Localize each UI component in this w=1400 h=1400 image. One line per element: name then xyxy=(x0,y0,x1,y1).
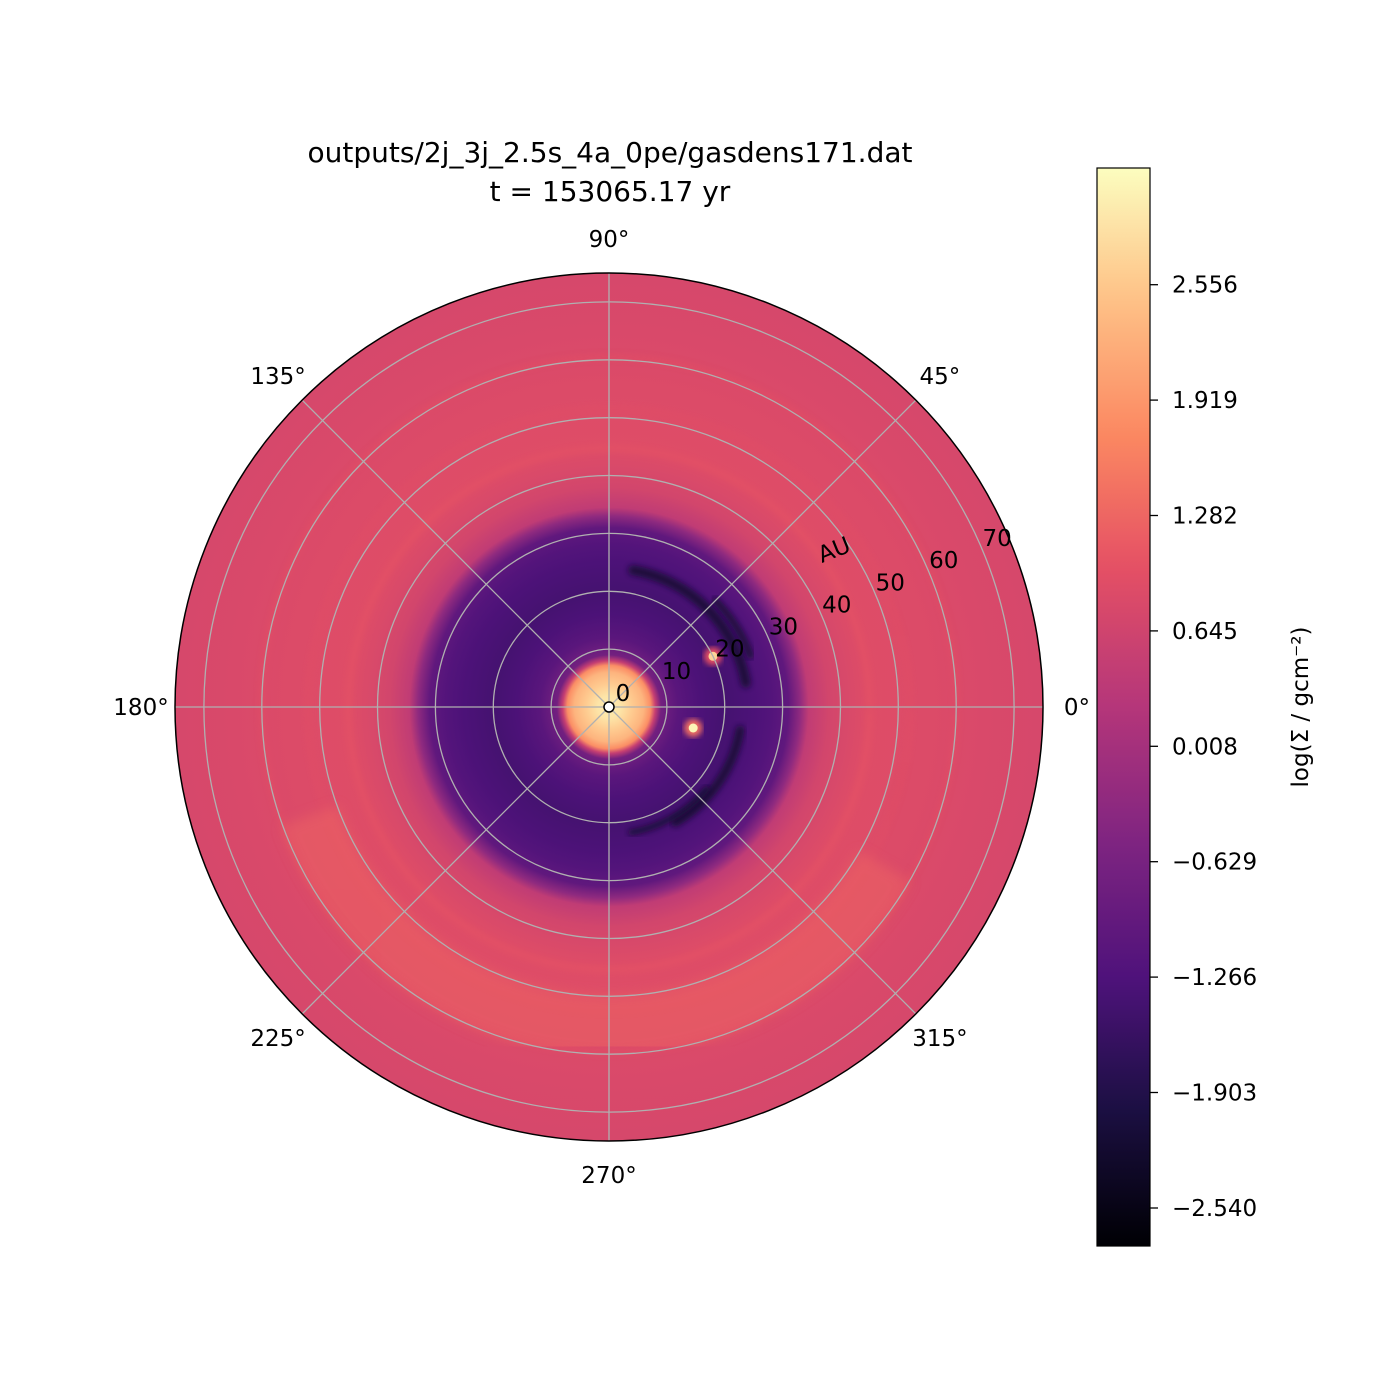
angle-tick-label-0: 0° xyxy=(1064,695,1090,721)
angle-gridline-5 xyxy=(301,706,610,1015)
radial-tick-label-7: 70 xyxy=(983,526,1012,552)
radial-tick-label-0: 0 xyxy=(616,681,631,707)
disk-structure xyxy=(258,354,960,1056)
colorbar-tick-label-8: −2.540 xyxy=(1172,1196,1257,1222)
angle-tick-label-1: 45° xyxy=(920,364,961,390)
angle-tick-label-2: 90° xyxy=(589,227,630,253)
colorbar-tick-label-3: 0.645 xyxy=(1172,619,1238,645)
colorbar-tick-label-5: −0.629 xyxy=(1172,850,1257,876)
colorbar-tick-label-1: 1.919 xyxy=(1172,388,1238,414)
radial-tick-label-2: 20 xyxy=(715,637,744,663)
angle-tick-labels: 0° 45° 90° 135° 180° 225° 270° 315° xyxy=(113,227,1090,1189)
chart-title-line-1: outputs/2j_3j_2.5s_4a_0pe/gasdens171.dat xyxy=(307,136,913,169)
angle-tick-label-7: 315° xyxy=(912,1026,967,1052)
radial-tick-label-5: 50 xyxy=(876,570,905,596)
angle-gridline-7 xyxy=(608,706,917,1015)
radial-tick-label-4: 40 xyxy=(822,592,851,618)
center-marker xyxy=(603,701,615,713)
colorbar-tick-label-4: 0.008 xyxy=(1172,734,1238,760)
angle-gridline-1 xyxy=(608,399,917,708)
angle-tick-label-5: 225° xyxy=(250,1026,305,1052)
angle-tick-label-3: 135° xyxy=(250,364,305,390)
angle-gridline-3 xyxy=(301,399,610,708)
colorbar-tick-label-7: −1.903 xyxy=(1172,1081,1257,1107)
colorbar-tick-label-6: −1.266 xyxy=(1172,965,1257,991)
radial-tick-labels: 0 10 20 30 40 50 60 70 xyxy=(616,526,1012,707)
colorbar-gradient xyxy=(1096,167,1151,1247)
radial-tick-label-6: 60 xyxy=(929,548,958,574)
plot-frame xyxy=(174,272,1044,1142)
colorbar-label: log(Σ / gcm⁻²) xyxy=(1288,627,1314,788)
polar-plot-area: 0° 45° 90° 135° 180° 225° 270° 315° 0 10 20 30 40 50… xyxy=(113,227,1090,1189)
radial-tick-label-1: 10 xyxy=(662,659,691,685)
polar-grid xyxy=(175,273,1043,1141)
colorbar-ticks: 2.556 1.919 1.282 0.645 0.008 −0.629 −1.266 −1.… xyxy=(1150,273,1257,1222)
chart-title-line-2: t = 153065.17 yr xyxy=(489,175,731,208)
planet-marker-1 xyxy=(688,723,698,733)
colorbar-tick-label-2: 1.282 xyxy=(1172,504,1238,530)
radial-tick-label-3: 30 xyxy=(769,615,798,641)
angle-tick-label-4: 180° xyxy=(113,695,168,721)
angle-tick-label-6: 270° xyxy=(581,1163,636,1189)
colorbar-tick-label-0: 2.556 xyxy=(1172,273,1238,299)
colorbar: 2.556 1.919 1.282 0.645 0.008 −0.629 −1.266 −1.… xyxy=(1096,167,1314,1247)
